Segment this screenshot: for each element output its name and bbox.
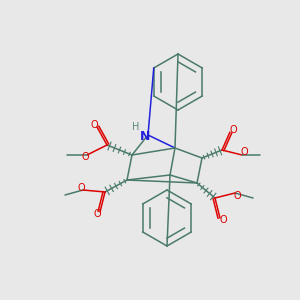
Text: H: H	[132, 122, 140, 132]
Text: O: O	[90, 120, 98, 130]
Text: O: O	[93, 209, 101, 219]
Text: O: O	[233, 191, 241, 201]
Text: O: O	[81, 152, 89, 162]
Text: N: N	[140, 130, 150, 143]
Text: O: O	[229, 125, 237, 135]
Text: O: O	[240, 147, 248, 157]
Text: O: O	[77, 183, 85, 193]
Text: O: O	[219, 215, 227, 225]
